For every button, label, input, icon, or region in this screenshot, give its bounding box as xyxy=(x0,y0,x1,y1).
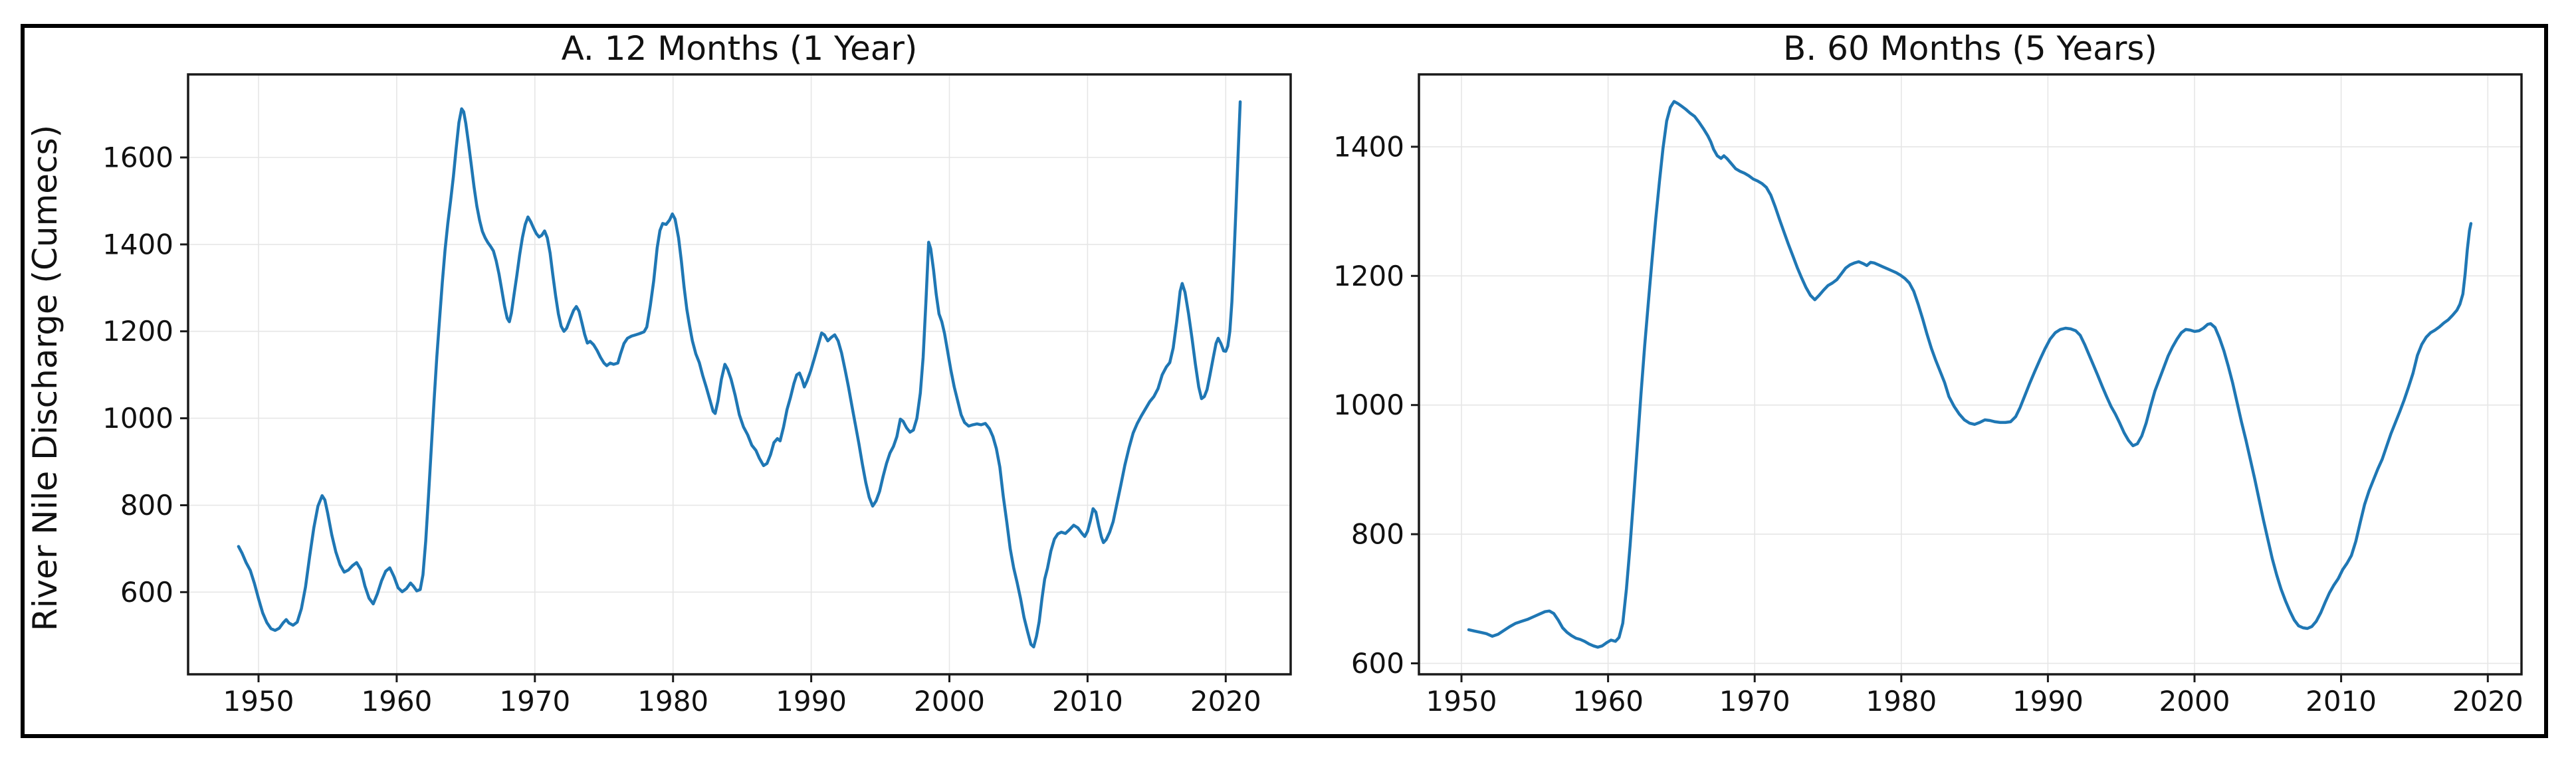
y-tick-label: 1400 xyxy=(1333,130,1404,163)
x-tick-label: 1970 xyxy=(1719,685,1790,717)
y-tick-label: 600 xyxy=(1351,647,1404,680)
x-tick-label: 2010 xyxy=(1052,685,1123,717)
y-tick-label: 1000 xyxy=(102,402,173,434)
x-tick-label: 2020 xyxy=(2452,685,2523,717)
x-tick-label: 1990 xyxy=(2012,685,2084,717)
x-tick-label: 1960 xyxy=(1572,685,1644,717)
y-tick-label: 1200 xyxy=(1333,260,1404,292)
panel-b: 1950 1960 1970 1980 1990 2000 2010 2020 600 800 10… xyxy=(1333,29,2523,717)
y-tick-label: 1600 xyxy=(102,142,173,174)
x-tick-label: 1950 xyxy=(1426,685,1497,717)
y-tick-label: 800 xyxy=(120,489,173,522)
x-tick-label: 1950 xyxy=(223,685,294,717)
y-tick-label: 1000 xyxy=(1333,389,1404,421)
x-tick-label: 2020 xyxy=(1190,685,1261,717)
y-tick-label: 1200 xyxy=(102,315,173,347)
x-tick-label: 1990 xyxy=(776,685,847,717)
axes-spines xyxy=(1418,73,2523,676)
x-tick-label: 1960 xyxy=(361,685,432,717)
series-line xyxy=(1467,100,2473,649)
panel-a: 1950 1960 1970 1980 1990 2000 2010 2020 600 800 10… xyxy=(102,29,1292,717)
x-tick-label: 2000 xyxy=(2159,685,2230,717)
series-line xyxy=(237,100,1242,649)
x-tick-label: 1980 xyxy=(1866,685,1937,717)
y-tick-label: 1400 xyxy=(102,228,173,260)
panel-title: B. 60 Months (5 Years) xyxy=(1783,29,2157,68)
x-tick-label: 1980 xyxy=(637,685,708,717)
panel-title: A. 12 Months (1 Year) xyxy=(562,29,918,68)
y-tick-label: 800 xyxy=(1351,518,1404,551)
axes-spines xyxy=(187,73,1292,676)
x-tick-label: 2000 xyxy=(914,685,985,717)
y-tick-label: 600 xyxy=(120,576,173,609)
x-tick-label: 2010 xyxy=(2306,685,2377,717)
x-tick-label: 1970 xyxy=(499,685,570,717)
